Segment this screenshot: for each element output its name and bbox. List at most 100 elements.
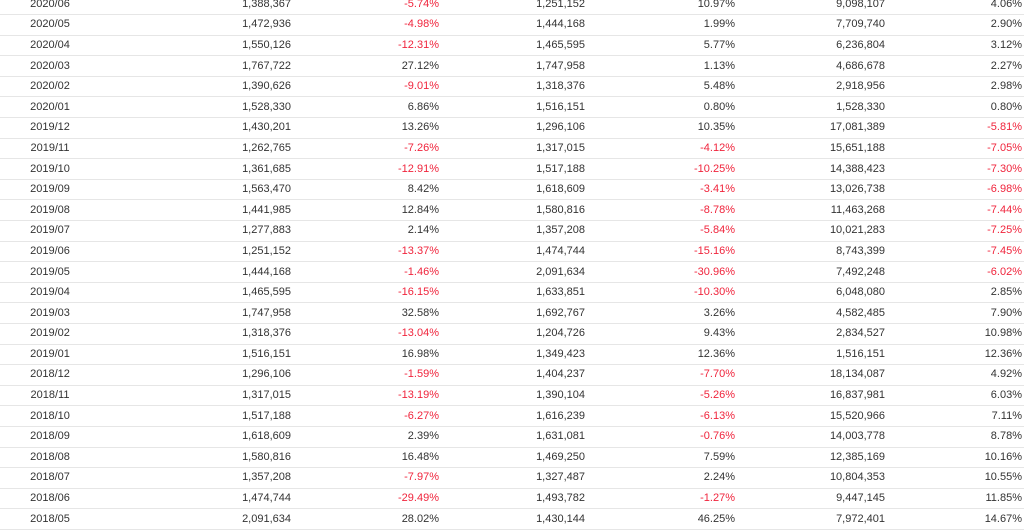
yoy-change-cell: -30.96% (587, 261, 737, 283)
cumulative-value-cell: 15,520,966 (737, 405, 887, 427)
cumulative-value-cell: 14,003,778 (737, 426, 887, 448)
yoy-change-cell: 7.59% (587, 447, 737, 469)
table-row: 2019/10 1,361,685 -12.91% 1,517,188 -10.25% 1… (0, 158, 1024, 180)
cumulative-change-cell: 2.90% (887, 14, 1024, 36)
table-row: 2018/12 1,296,106 -1.59% 1,404,237 -7.70% 18,… (0, 364, 1024, 386)
monthly-value-cell: 2,091,634 (100, 508, 293, 530)
cumulative-change-cell: 8.78% (887, 426, 1024, 448)
table-row: 2020/01 1,528,330 6.86% 1,516,151 0.80% 1,528… (0, 96, 1024, 119)
cumulative-value-cell: 7,709,740 (737, 14, 887, 36)
month-cell: 2020/04 (0, 35, 100, 57)
cumulative-value-cell: 10,021,283 (737, 220, 887, 242)
month-cell: 2019/07 (0, 220, 100, 242)
monthly-change-cell: 6.86% (293, 96, 441, 119)
monthly-value-cell: 1,767,722 (100, 55, 293, 77)
monthly-change-cell: -13.37% (293, 241, 441, 263)
prior-year-value-cell: 1,692,767 (441, 302, 587, 324)
cumulative-change-cell: -6.98% (887, 179, 1024, 201)
table-row: 2020/03 1,767,722 27.12% 1,747,958 1.13% 4,68… (0, 55, 1024, 77)
prior-year-value-cell: 1,251,152 (441, 0, 587, 16)
monthly-value-cell: 1,277,883 (100, 220, 293, 242)
monthly-change-cell: -5.74% (293, 0, 441, 16)
yoy-change-cell: 9.43% (587, 323, 737, 345)
yoy-change-cell: -0.76% (587, 426, 737, 448)
monthly-value-cell: 1,516,151 (100, 344, 293, 366)
month-cell: 2018/06 (0, 488, 100, 510)
monthly-change-cell: 2.39% (293, 426, 441, 448)
month-cell: 2019/02 (0, 323, 100, 345)
cumulative-value-cell: 15,651,188 (737, 138, 887, 160)
prior-year-value-cell: 1,390,104 (441, 385, 587, 407)
table-row: 2019/06 1,251,152 -13.37% 1,474,744 -15.16% 8… (0, 241, 1024, 263)
month-cell: 2020/06 (0, 0, 100, 16)
monthly-value-cell: 1,444,168 (100, 261, 293, 283)
monthly-change-cell: 8.42% (293, 179, 441, 201)
monthly-change-cell: -29.49% (293, 488, 441, 510)
cumulative-value-cell: 8,743,399 (737, 241, 887, 263)
month-cell: 2018/09 (0, 426, 100, 448)
monthly-change-cell: 27.12% (293, 55, 441, 77)
cumulative-value-cell: 16,837,981 (737, 385, 887, 407)
monthly-value-cell: 1,430,201 (100, 117, 293, 139)
prior-year-value-cell: 1,317,015 (441, 138, 587, 160)
monthly-value-cell: 1,472,936 (100, 14, 293, 36)
monthly-change-cell: -12.31% (293, 35, 441, 57)
month-cell: 2019/08 (0, 199, 100, 222)
monthly-value-cell: 1,296,106 (100, 364, 293, 386)
yoy-change-cell: -8.78% (587, 199, 737, 222)
cumulative-change-cell: -7.45% (887, 241, 1024, 263)
prior-year-value-cell: 1,474,744 (441, 241, 587, 263)
month-cell: 2018/08 (0, 447, 100, 469)
yoy-change-cell: -1.27% (587, 488, 737, 510)
yoy-change-cell: 46.25% (587, 508, 737, 530)
cumulative-value-cell: 7,492,248 (737, 261, 887, 283)
prior-year-value-cell: 1,618,609 (441, 179, 587, 201)
month-cell: 2019/12 (0, 117, 100, 139)
prior-year-value-cell: 1,357,208 (441, 220, 587, 242)
monthly-value-cell: 1,517,188 (100, 405, 293, 427)
month-cell: 2019/03 (0, 302, 100, 324)
cumulative-value-cell: 13,026,738 (737, 179, 887, 201)
yoy-change-cell: -4.12% (587, 138, 737, 160)
monthly-value-cell: 1,388,367 (100, 0, 293, 16)
monthly-change-cell: 12.84% (293, 199, 441, 222)
monthly-value-cell: 1,550,126 (100, 35, 293, 57)
cumulative-change-cell: -5.81% (887, 117, 1024, 139)
monthly-change-cell: -1.46% (293, 261, 441, 283)
cumulative-change-cell: -7.05% (887, 138, 1024, 160)
prior-year-value-cell: 1,296,106 (441, 117, 587, 139)
cumulative-change-cell: 2.98% (887, 76, 1024, 98)
yoy-change-cell: -3.41% (587, 179, 737, 201)
monthly-value-cell: 1,262,765 (100, 138, 293, 160)
cumulative-value-cell: 10,804,353 (737, 467, 887, 489)
table-row: 2019/11 1,262,765 -7.26% 1,317,015 -4.12% 15,… (0, 138, 1024, 160)
monthly-change-cell: -4.98% (293, 14, 441, 36)
month-cell: 2020/01 (0, 96, 100, 119)
cumulative-change-cell: -6.02% (887, 261, 1024, 283)
monthly-value-cell: 1,465,595 (100, 282, 293, 304)
cumulative-value-cell: 1,528,330 (737, 96, 887, 119)
monthly-value-cell: 1,563,470 (100, 179, 293, 201)
prior-year-value-cell: 1,633,851 (441, 282, 587, 304)
table-row: 2019/07 1,277,883 2.14% 1,357,208 -5.84% 10,0… (0, 220, 1024, 242)
cumulative-value-cell: 18,134,087 (737, 364, 887, 386)
cumulative-value-cell: 6,236,804 (737, 35, 887, 57)
prior-year-value-cell: 1,349,423 (441, 344, 587, 366)
monthly-value-cell: 1,618,609 (100, 426, 293, 448)
month-cell: 2019/06 (0, 241, 100, 263)
cumulative-value-cell: 11,463,268 (737, 199, 887, 222)
yoy-change-cell: 10.97% (587, 0, 737, 16)
cumulative-change-cell: 2.27% (887, 55, 1024, 77)
monthly-change-cell: -16.15% (293, 282, 441, 304)
cumulative-change-cell: 4.06% (887, 0, 1024, 16)
monthly-value-cell: 1,361,685 (100, 158, 293, 180)
monthly-value-cell: 1,357,208 (100, 467, 293, 489)
month-cell: 2018/12 (0, 364, 100, 386)
month-cell: 2018/07 (0, 467, 100, 489)
prior-year-value-cell: 1,616,239 (441, 405, 587, 427)
monthly-value-cell: 1,390,626 (100, 76, 293, 98)
month-cell: 2018/10 (0, 405, 100, 427)
cumulative-value-cell: 4,582,485 (737, 302, 887, 324)
